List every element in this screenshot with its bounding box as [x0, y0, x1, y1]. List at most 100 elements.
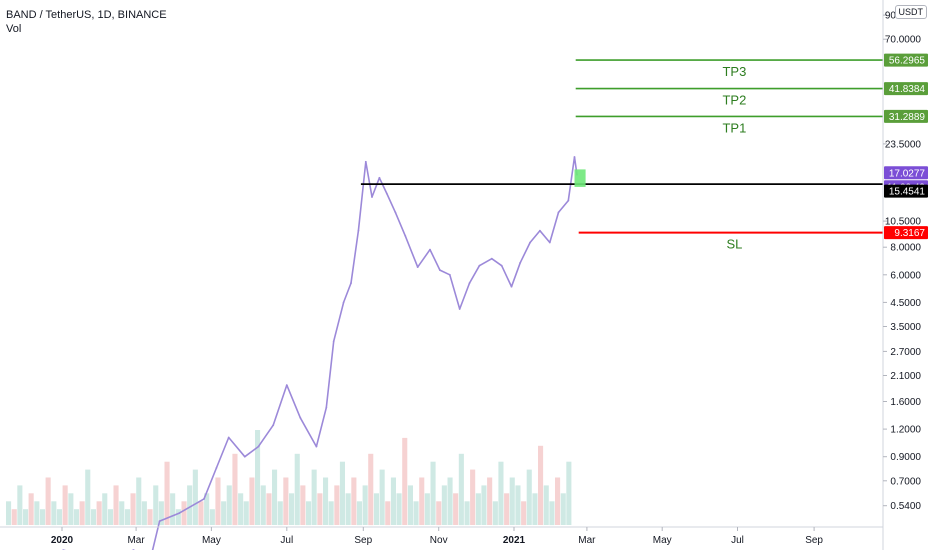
x-tick-label: Jul	[280, 535, 293, 546]
volume-bar	[379, 469, 385, 525]
price-point	[227, 436, 230, 439]
entry-zone-box	[574, 169, 586, 187]
volume-bar	[209, 509, 215, 525]
volume-bar	[521, 501, 527, 526]
volume-bar	[198, 501, 204, 526]
symbol-title[interactable]: BAND / TetherUS, 1D, BINANCE	[6, 9, 167, 21]
y-tick-label: 23.5000	[885, 139, 922, 150]
price-point	[272, 424, 275, 427]
volume-bar	[181, 501, 187, 526]
volume-bar	[549, 501, 555, 526]
volume-bar	[526, 469, 532, 525]
level-label-sl: SL	[726, 237, 742, 252]
volume-bar	[215, 477, 221, 525]
volume-bar	[158, 501, 164, 526]
volume-bar	[45, 477, 51, 525]
volume-bar	[170, 493, 176, 525]
level-label-tp1: TP1	[722, 120, 746, 135]
badge-resistance: 15.4541	[889, 187, 926, 198]
currency-badge[interactable]: USDT	[894, 5, 927, 19]
price-point	[519, 261, 522, 264]
volume-bar	[141, 501, 147, 526]
price-point	[448, 273, 451, 276]
volume-bar	[11, 509, 17, 525]
price-point	[285, 384, 288, 386]
badge-tp3-bg	[884, 53, 928, 67]
volume-bar	[447, 477, 453, 525]
volume-bar	[504, 493, 510, 525]
y-tick-label: 0.9000	[890, 452, 921, 463]
volume-bar	[187, 485, 193, 525]
volume-bar	[402, 437, 408, 525]
volume-bar	[323, 477, 329, 525]
price-point	[404, 235, 407, 237]
price-point	[342, 301, 345, 304]
price-series	[62, 156, 578, 550]
volume-bar	[481, 485, 487, 525]
price-point	[215, 467, 218, 469]
volume-label[interactable]: Vol	[6, 23, 22, 35]
volume-bar	[300, 485, 306, 525]
y-tick-label: 4.5000	[890, 298, 921, 309]
volume-bar	[351, 477, 357, 525]
price-point	[557, 211, 560, 214]
price-axis-badges: 56.296541.838431.28899.316717.027711:00:…	[884, 53, 928, 240]
y-tick-label: 8.0000	[890, 243, 921, 254]
badge-sl-bg	[884, 226, 928, 240]
volume-bar	[424, 493, 430, 525]
price-point	[439, 269, 441, 271]
volume-bar	[560, 493, 566, 525]
price-point	[178, 512, 181, 514]
badge-last-price-bg	[884, 166, 928, 180]
volume-bar	[73, 509, 79, 525]
volume-bar	[85, 469, 91, 525]
x-tick-label: May	[653, 535, 672, 546]
x-tick-label: Sep	[354, 535, 372, 546]
volume-bar	[492, 501, 498, 526]
volume-bar	[283, 477, 289, 525]
volume-bar	[436, 501, 442, 526]
volume-bar	[130, 493, 136, 525]
y-tick-label: 2.1000	[890, 371, 921, 382]
volume-bar	[232, 453, 238, 526]
price-point	[357, 229, 360, 232]
volume-bar	[119, 501, 125, 526]
price-point	[257, 445, 260, 448]
y-tick-label: 3.5000	[890, 322, 921, 333]
badge-sl: 9.3167	[894, 228, 925, 239]
price-axis[interactable]: 90.000070.000023.500010.50008.00006.0000…	[883, 11, 921, 513]
y-tick-label: 10.5000	[885, 217, 922, 228]
volume-bar	[430, 461, 436, 525]
volume-bar	[487, 477, 493, 525]
volume-bar	[17, 485, 23, 525]
volume-bar	[509, 477, 515, 525]
x-tick-label: Jul	[731, 535, 744, 546]
volume-bar	[107, 509, 113, 525]
price-point	[243, 455, 246, 458]
time-axis[interactable]: 2020 Mar May Jul Sep Nov 2021 Mar May Jul Sep	[51, 527, 824, 546]
volume-bar	[23, 509, 29, 525]
price-point	[315, 445, 318, 448]
y-tick-label: 70.0000	[885, 35, 922, 46]
volume-bar	[515, 485, 521, 525]
volume-bar	[226, 485, 232, 525]
volume-bar	[453, 493, 459, 525]
volume-bar	[40, 509, 46, 525]
badge-resistance-bg	[884, 184, 928, 198]
price-point	[385, 192, 388, 195]
volume-bar	[204, 493, 210, 525]
volume-bar	[498, 461, 504, 525]
price-point	[478, 264, 481, 267]
volume-bar	[147, 509, 153, 525]
volume-bar	[255, 430, 261, 525]
price-point	[490, 257, 493, 260]
price-point	[299, 416, 302, 419]
volume-bar	[113, 485, 119, 525]
volume-bar	[470, 469, 476, 525]
y-tick-label: 2.7000	[890, 347, 921, 358]
volume-bar	[260, 485, 266, 525]
volume-bar	[385, 501, 391, 526]
y-tick-label: 0.5400	[890, 501, 921, 512]
price-point	[364, 160, 367, 163]
